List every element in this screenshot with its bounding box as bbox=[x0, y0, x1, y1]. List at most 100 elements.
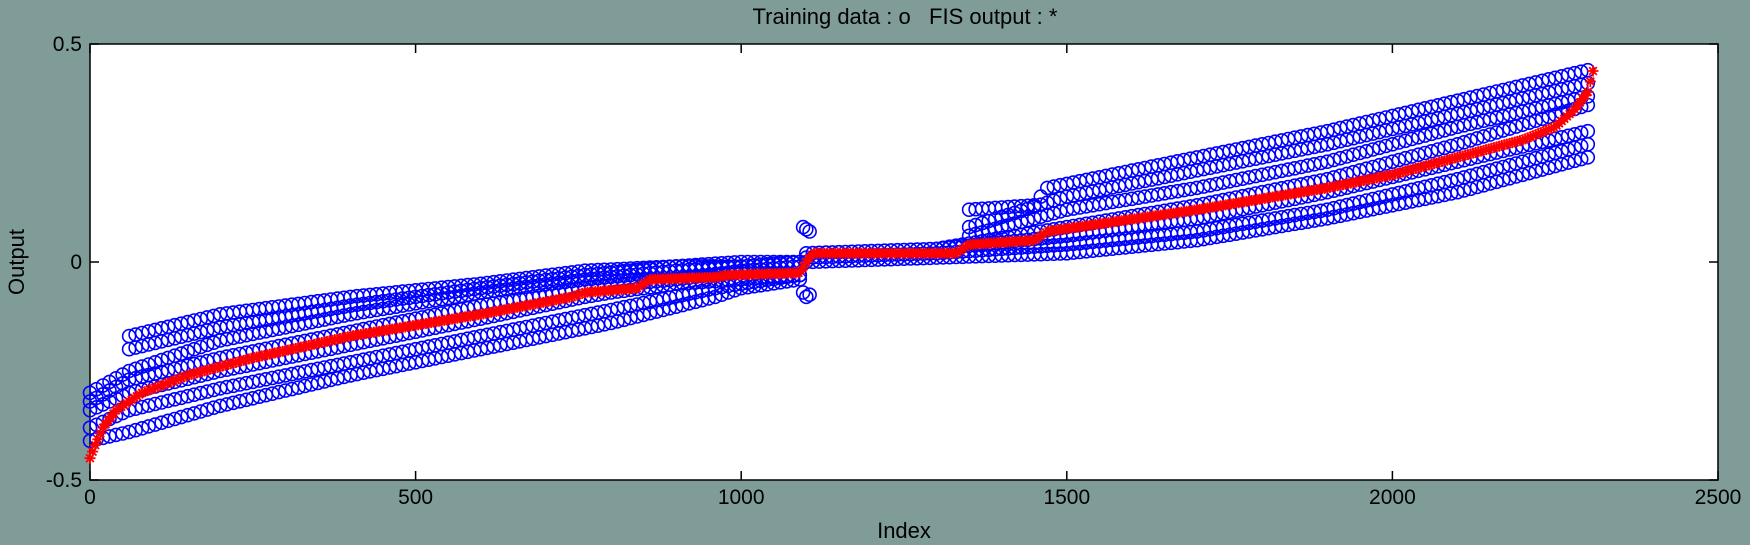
fis-output-point bbox=[1537, 126, 1549, 138]
fis-output-point bbox=[84, 452, 96, 464]
training-data-point bbox=[1450, 171, 1465, 187]
training-data-point bbox=[141, 357, 156, 372]
fis-output-point bbox=[147, 383, 159, 395]
fis-output-point bbox=[1540, 125, 1552, 137]
training-data-point bbox=[167, 411, 182, 427]
fis-output-point bbox=[1530, 129, 1542, 141]
fis-output-point bbox=[144, 384, 156, 396]
training-data-point bbox=[1033, 209, 1049, 224]
fis-output-point bbox=[139, 386, 151, 398]
training-data-point bbox=[1391, 152, 1407, 168]
training-data-point bbox=[1046, 193, 1062, 208]
training-data-point bbox=[1495, 159, 1511, 175]
training-data-point bbox=[1320, 154, 1335, 169]
fis-output-point bbox=[162, 377, 174, 389]
training-data-point bbox=[1333, 150, 1348, 166]
training-data-point bbox=[193, 404, 208, 419]
training-data-point bbox=[1580, 123, 1596, 139]
training-data-point bbox=[1502, 157, 1517, 173]
training-data-point bbox=[134, 359, 150, 374]
training-data-point bbox=[1554, 144, 1569, 159]
training-data-point bbox=[1385, 137, 1400, 152]
training-data-point bbox=[1573, 125, 1589, 140]
fis-output-point bbox=[141, 385, 153, 397]
training-data-point bbox=[1339, 149, 1355, 164]
training-data-point bbox=[1528, 150, 1543, 166]
training-data-point bbox=[1547, 145, 1563, 161]
training-data-point bbox=[1411, 147, 1426, 162]
training-data-point bbox=[147, 417, 163, 432]
training-data-point bbox=[128, 422, 143, 438]
fis-output-point bbox=[178, 371, 190, 383]
training-data-point bbox=[1450, 137, 1465, 152]
training-data-point bbox=[1372, 157, 1387, 173]
training-data-point bbox=[1443, 138, 1459, 154]
fis-output-point bbox=[798, 260, 810, 272]
training-data-point bbox=[1365, 142, 1381, 157]
fis-output-point bbox=[175, 372, 187, 384]
training-data-point bbox=[82, 420, 98, 436]
fis-output-point bbox=[152, 381, 164, 393]
fis-output-point bbox=[94, 427, 106, 439]
training-data-point bbox=[1502, 121, 1517, 136]
training-data-point bbox=[1404, 149, 1420, 164]
fis-output-point bbox=[1519, 133, 1531, 145]
training-data-point bbox=[1326, 152, 1342, 168]
training-data-point bbox=[1398, 150, 1413, 166]
training-data-point bbox=[180, 407, 195, 423]
y-tick-label: 0 bbox=[70, 251, 82, 274]
y-axis-ticks: -0.5 0 0.5 bbox=[46, 33, 1718, 492]
training-data-point bbox=[974, 215, 990, 231]
training-data-point bbox=[173, 346, 189, 361]
training-data-point bbox=[798, 289, 814, 305]
training-data-point bbox=[173, 409, 189, 425]
training-data-point bbox=[1528, 113, 1543, 128]
training-data-point bbox=[1489, 161, 1504, 176]
x-tick-label: 1000 bbox=[718, 486, 765, 509]
training-data-point bbox=[141, 419, 156, 434]
y-tick-label: -0.5 bbox=[46, 469, 82, 492]
training-data-point bbox=[1346, 147, 1361, 162]
training-data-point bbox=[1040, 207, 1055, 223]
fis-output-point bbox=[1532, 128, 1544, 140]
fis-output-point bbox=[167, 375, 179, 387]
training-data-point bbox=[1385, 154, 1400, 169]
x-axis-ticks: 0 500 1000 1500 2000 2500 bbox=[84, 44, 1741, 509]
fis-output-point bbox=[1517, 134, 1529, 146]
fis-output-point bbox=[165, 376, 177, 388]
training-data-point bbox=[1495, 123, 1511, 138]
training-data-point bbox=[795, 285, 811, 300]
x-tick-label: 2000 bbox=[1369, 486, 1416, 509]
training-data-point bbox=[1534, 149, 1550, 164]
x-tick-label: 2500 bbox=[1695, 486, 1742, 509]
training-data-point bbox=[121, 363, 137, 379]
training-data-point bbox=[154, 395, 169, 410]
training-data-point bbox=[1521, 152, 1537, 168]
training-data-point bbox=[1482, 163, 1498, 178]
training-data-point bbox=[186, 406, 202, 421]
fis-output-point bbox=[962, 239, 974, 251]
y-axis-label: Output bbox=[4, 229, 29, 295]
training-data-point bbox=[102, 411, 117, 427]
training-data-point bbox=[1359, 144, 1374, 159]
training-data-point bbox=[802, 224, 817, 239]
training-data-point bbox=[206, 400, 221, 416]
x-axis-label: Index bbox=[877, 518, 931, 543]
fis-output-point bbox=[1027, 234, 1039, 246]
training-data-point bbox=[802, 287, 817, 303]
training-data-point bbox=[1398, 133, 1413, 149]
fis-output-point bbox=[1535, 127, 1547, 139]
fis-output-point bbox=[1524, 131, 1536, 143]
training-data-point bbox=[1515, 154, 1530, 169]
training-data-point bbox=[82, 402, 98, 418]
training-data-point bbox=[199, 402, 215, 417]
training-data-point bbox=[1476, 164, 1491, 180]
fis-output-point bbox=[795, 265, 807, 277]
training-data-point bbox=[1430, 142, 1446, 157]
training-data-point bbox=[798, 222, 814, 237]
fis-output-point bbox=[173, 373, 185, 385]
training-data-point bbox=[1424, 144, 1439, 159]
fis-output-point bbox=[136, 387, 148, 399]
training-data-point bbox=[167, 348, 182, 364]
training-data-point bbox=[1424, 126, 1439, 142]
